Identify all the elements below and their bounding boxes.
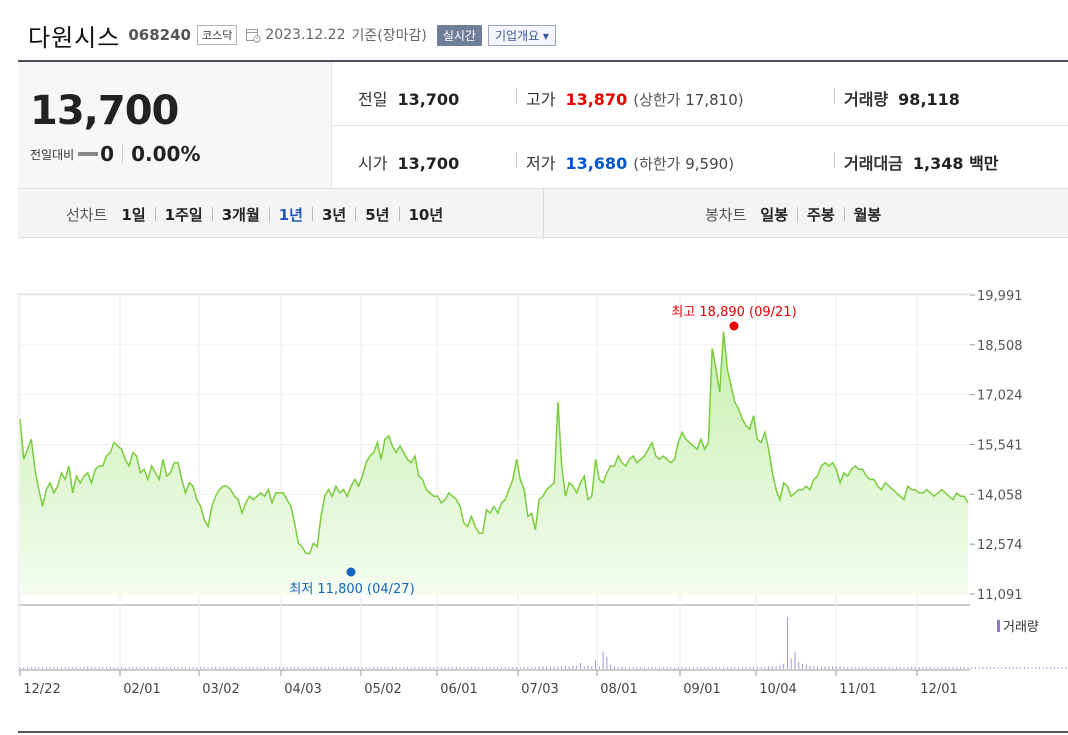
change-value: 0 — [100, 142, 115, 166]
price-line — [19, 331, 969, 555]
trade-amount: 거래대금 1,348 백만 — [844, 150, 999, 174]
divider — [211, 207, 213, 221]
period-tab-5[interactable]: 5년 — [365, 205, 390, 224]
divider — [268, 207, 270, 221]
y-tick-label: 17,024 — [977, 389, 1023, 404]
low-label: 저가 — [526, 154, 556, 173]
period-tab-2[interactable]: 3개월 — [221, 205, 260, 224]
volume-value: 98,118 — [898, 90, 960, 109]
period-bar: 선차트 1일 1주일 3개월 1년 3년 5년 10년 봉차트 일봉 주봉 월봉 — [18, 188, 1068, 239]
x-tick-label: 04/03 — [284, 682, 321, 697]
high-label: 고가 — [526, 90, 556, 109]
unchanged-icon — [78, 152, 99, 156]
volume: 거래량 98,118 — [844, 86, 960, 110]
divider — [312, 207, 313, 221]
period-tab-3[interactable]: 1년 — [278, 205, 303, 224]
max-marker — [729, 321, 739, 331]
x-tick-label: 11/01 — [839, 682, 876, 697]
divider — [18, 731, 1068, 733]
lower-limit-value: 9,590 — [685, 155, 729, 173]
price-details: 전일 13,700 고가 13,870 (상한가 17,810) 거래량 98,… — [332, 62, 1068, 190]
x-tick-label: 03/02 — [202, 682, 239, 697]
divider — [516, 88, 517, 104]
price-chart: 12/22 02/01 03/02 04/03 05/02 06/01 07/03 08/01… — [17, 289, 1067, 697]
candle-tab-0[interactable]: 일봉 — [760, 205, 789, 224]
price-row-1: 전일 13,700 고가 13,870 (상한가 17,810) 거래량 98,… — [332, 62, 1068, 126]
x-tick-label: 12/01 — [920, 682, 957, 697]
stock-name: 다원시스 — [28, 23, 121, 52]
current-price: 13,700 — [30, 88, 179, 134]
amount-value: 1,348 백만 — [912, 154, 999, 173]
calendar-icon — [246, 29, 262, 43]
volume-legend-swatch — [997, 620, 1000, 632]
candle-chart-label: 봉차트 — [705, 205, 747, 224]
period-tab-0[interactable]: 1일 — [121, 205, 146, 224]
divider — [516, 152, 517, 168]
low-value: 13,680 — [565, 154, 628, 173]
change-label: 전일대비 — [30, 147, 75, 162]
x-tick-label: 09/01 — [683, 682, 720, 697]
x-tick-label: 06/01 — [440, 682, 477, 697]
market-badge: 코스닥 — [196, 25, 238, 45]
lower-limit-label: 하한가 — [639, 155, 681, 173]
prev-close-label: 전일 — [358, 90, 388, 109]
y-tick-label: 12,574 — [977, 538, 1023, 553]
min-annotation: 최저 11,800 (04/27) — [289, 582, 414, 597]
x-tick-label: 08/01 — [600, 682, 637, 697]
amount-label: 거래대금 — [844, 154, 903, 173]
price-change: 전일대비 0 0.00% — [30, 142, 200, 166]
current-price-box: 13,700 전일대비 0 0.00% — [18, 62, 332, 190]
max-annotation: 최고 18,890 (09/21) — [671, 305, 796, 320]
line-chart-label: 선차트 — [66, 205, 108, 224]
y-tick-label: 14,058 — [977, 488, 1023, 503]
open-price: 시가 13,700 — [358, 150, 459, 174]
upper-limit-value: 17,810 — [685, 91, 738, 109]
price-area — [20, 331, 968, 594]
open-value: 13,700 — [397, 154, 460, 173]
upper-limit-label: 상한가 — [639, 91, 681, 109]
prev-close-value: 13,700 — [397, 90, 460, 109]
divider — [154, 207, 156, 221]
prev-close: 전일 13,700 — [358, 86, 459, 110]
divider — [355, 207, 357, 221]
low-price: 저가 13,680 (하한가 9,590) — [526, 150, 734, 174]
company-overview-dropdown[interactable]: 기업개요 ▾ — [487, 24, 556, 46]
period-tab-4[interactable]: 3년 — [322, 205, 347, 224]
candle-chart-periods: 봉차트 일봉 주봉 월봉 — [545, 189, 1068, 239]
volume-legend-label: 거래량 — [1003, 620, 1039, 635]
divider — [122, 145, 124, 163]
volume-label: 거래량 — [844, 90, 889, 109]
stock-code: 068240 — [128, 26, 191, 44]
line-chart-periods: 선차트 1일 1주일 3개월 1년 3년 5년 10년 — [18, 189, 544, 239]
basis-date: 2023.12.22 — [265, 27, 346, 43]
price-row-2: 시가 13,700 저가 13,680 (하한가 9,590) 거래대금 1,3… — [332, 126, 1068, 190]
candle-tab-1[interactable]: 주봉 — [807, 205, 835, 224]
basis-label: 기준(장마감) — [351, 28, 427, 44]
period-tab-1[interactable]: 1주일 — [164, 205, 203, 224]
open-label: 시가 — [358, 154, 388, 173]
change-percent: 0.00% — [131, 142, 201, 166]
stock-header: 다원시스 068240 코스닥 2023.12.22 기준(장마감) 실시간 기… — [28, 18, 556, 52]
high-value: 13,870 — [565, 90, 628, 109]
y-tick-label: 15,541 — [977, 439, 1023, 454]
divider — [843, 207, 845, 221]
x-tick-label: 10/04 — [759, 682, 796, 697]
divider — [834, 88, 835, 104]
y-tick-label: 18,508 — [977, 339, 1023, 354]
min-marker — [346, 567, 356, 577]
divider — [398, 207, 400, 221]
divider — [797, 207, 799, 221]
price-panel: 13,700 전일대비 0 0.00% 전일 13,700 고가 13,870 … — [18, 60, 1068, 240]
realtime-button[interactable]: 실시간 — [436, 24, 482, 46]
x-tick-label: 05/02 — [364, 682, 401, 697]
period-tab-6[interactable]: 10년 — [408, 205, 444, 224]
x-tick-label: 07/03 — [521, 682, 558, 697]
x-tick-label: 12/22 — [23, 682, 60, 697]
high-price: 고가 13,870 (상한가 17,810) — [526, 86, 744, 110]
y-tick-label: 11,091 — [977, 588, 1023, 603]
y-tick-label: 19,991 — [977, 289, 1023, 304]
x-tick-label: 02/01 — [123, 682, 160, 697]
candle-tab-2[interactable]: 월봉 — [853, 205, 882, 224]
divider — [834, 152, 835, 168]
